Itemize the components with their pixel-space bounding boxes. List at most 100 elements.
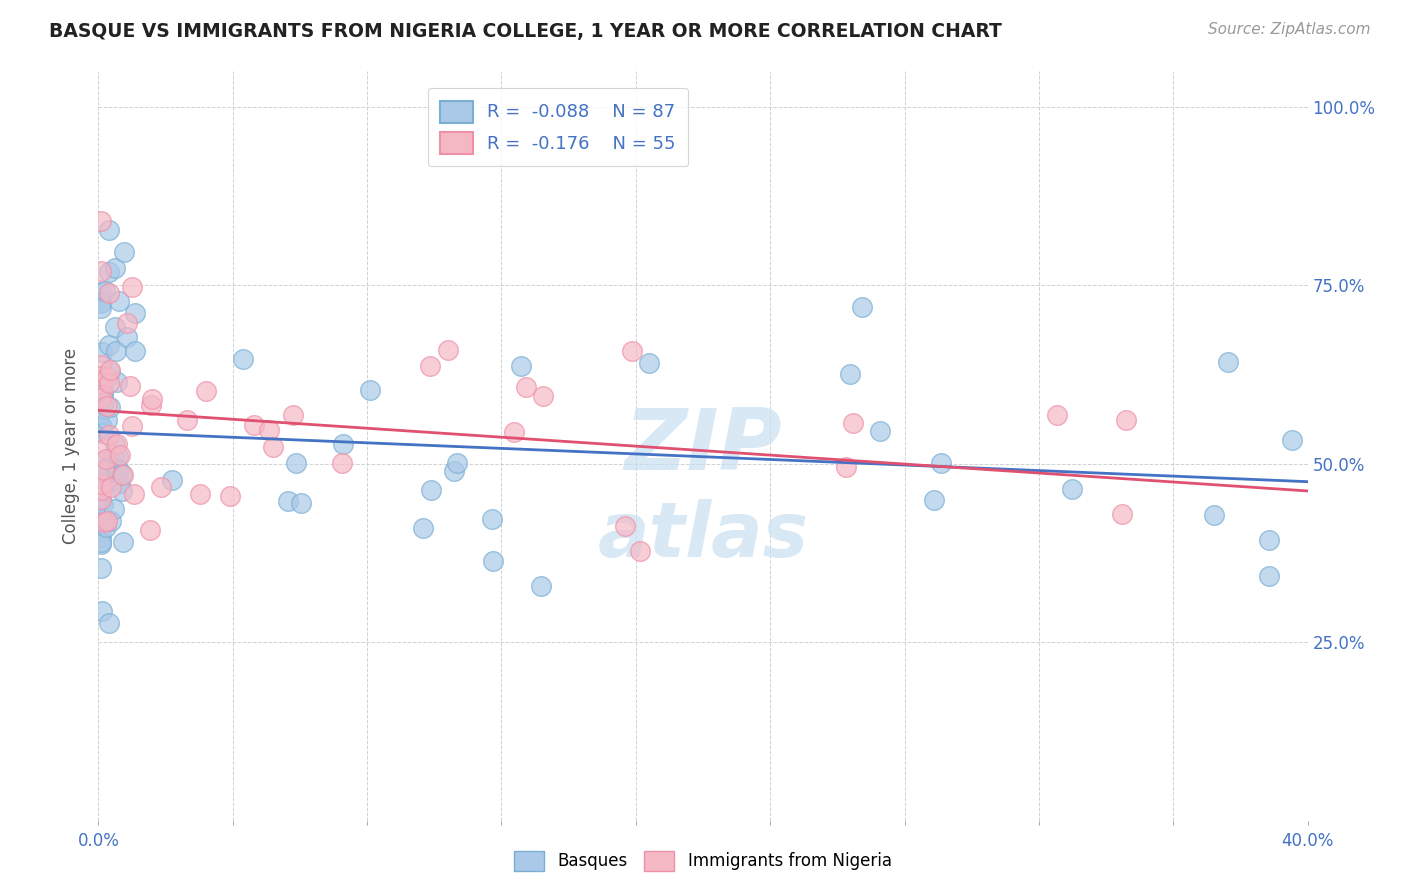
Point: [446, 456, 468, 470]
Point: [160, 473, 183, 487]
Point: [98, 428, 121, 442]
Point: [90, 484, 112, 499]
Legend: Basques, Immigrants from Nigeria: Basques, Immigrants from Nigeria: [506, 842, 900, 880]
Y-axis label: College, 1 year or more: College, 1 year or more: [62, 348, 80, 544]
Point: [104, 319, 127, 334]
Point: [105, 344, 128, 359]
Point: [242, 418, 264, 433]
Point: [91, 497, 114, 511]
Point: [90, 264, 112, 278]
Point: [412, 520, 434, 534]
Point: [1216, 355, 1239, 369]
Point: [176, 413, 198, 427]
Point: [90, 536, 112, 550]
Point: [96, 370, 118, 384]
Point: [108, 463, 131, 477]
Point: [98, 362, 121, 376]
Point: [90, 296, 112, 310]
Point: [94, 520, 117, 534]
Point: [1046, 408, 1069, 422]
Point: [112, 468, 135, 483]
Legend: R =  -0.088    N = 87, R =  -0.176    N = 55: R = -0.088 N = 87, R = -0.176 N = 55: [427, 88, 689, 166]
Point: [90, 295, 112, 310]
Point: [107, 376, 129, 390]
Point: [91, 515, 114, 529]
Text: Source: ZipAtlas.com: Source: ZipAtlas.com: [1208, 22, 1371, 37]
Point: [91, 388, 114, 402]
Point: [150, 480, 173, 494]
Point: [90, 369, 112, 384]
Point: [100, 514, 122, 528]
Point: [112, 245, 135, 260]
Point: [90, 492, 112, 507]
Point: [90, 421, 112, 435]
Point: [108, 294, 131, 309]
Point: [841, 416, 863, 430]
Point: [869, 424, 891, 438]
Point: [922, 493, 945, 508]
Point: [262, 440, 284, 454]
Point: [188, 486, 211, 500]
Point: [510, 359, 533, 374]
Point: [1202, 508, 1225, 522]
Point: [437, 343, 460, 357]
Point: [104, 438, 127, 452]
Point: [115, 317, 138, 331]
Point: [105, 437, 128, 451]
Point: [90, 530, 112, 544]
Point: [90, 381, 112, 395]
Point: [97, 285, 120, 300]
Point: [100, 480, 122, 494]
Point: [91, 384, 114, 399]
Point: [257, 423, 280, 437]
Point: [90, 474, 112, 488]
Point: [93, 442, 115, 456]
Point: [93, 463, 115, 477]
Point: [103, 450, 125, 464]
Point: [93, 285, 115, 299]
Point: [232, 351, 254, 366]
Point: [330, 456, 353, 470]
Point: [91, 426, 114, 441]
Point: [90, 477, 112, 491]
Point: [139, 523, 162, 537]
Point: [90, 417, 112, 432]
Point: [1281, 433, 1303, 447]
Point: [851, 301, 873, 315]
Point: [1258, 533, 1281, 548]
Point: [98, 222, 121, 236]
Point: [90, 480, 112, 494]
Point: [93, 516, 115, 530]
Point: [91, 470, 114, 484]
Point: [931, 456, 953, 470]
Point: [503, 425, 526, 440]
Point: [90, 483, 112, 498]
Point: [90, 391, 112, 405]
Point: [97, 615, 120, 630]
Text: ZIP: ZIP: [624, 404, 782, 488]
Point: [121, 418, 143, 433]
Point: [419, 359, 441, 374]
Point: [443, 464, 465, 478]
Point: [614, 519, 637, 533]
Point: [219, 489, 242, 503]
Point: [96, 451, 118, 466]
Point: [284, 457, 307, 471]
Point: [111, 467, 134, 481]
Point: [482, 554, 505, 568]
Point: [839, 367, 862, 381]
Point: [96, 399, 118, 413]
Point: [90, 214, 112, 228]
Point: [290, 496, 312, 510]
Point: [121, 280, 143, 294]
Point: [531, 388, 554, 402]
Point: [108, 448, 131, 462]
Point: [90, 561, 112, 575]
Point: [90, 285, 112, 299]
Point: [96, 461, 118, 475]
Point: [1258, 568, 1281, 582]
Point: [98, 400, 121, 414]
Point: [96, 514, 118, 528]
Point: [122, 487, 145, 501]
Point: [124, 306, 146, 320]
